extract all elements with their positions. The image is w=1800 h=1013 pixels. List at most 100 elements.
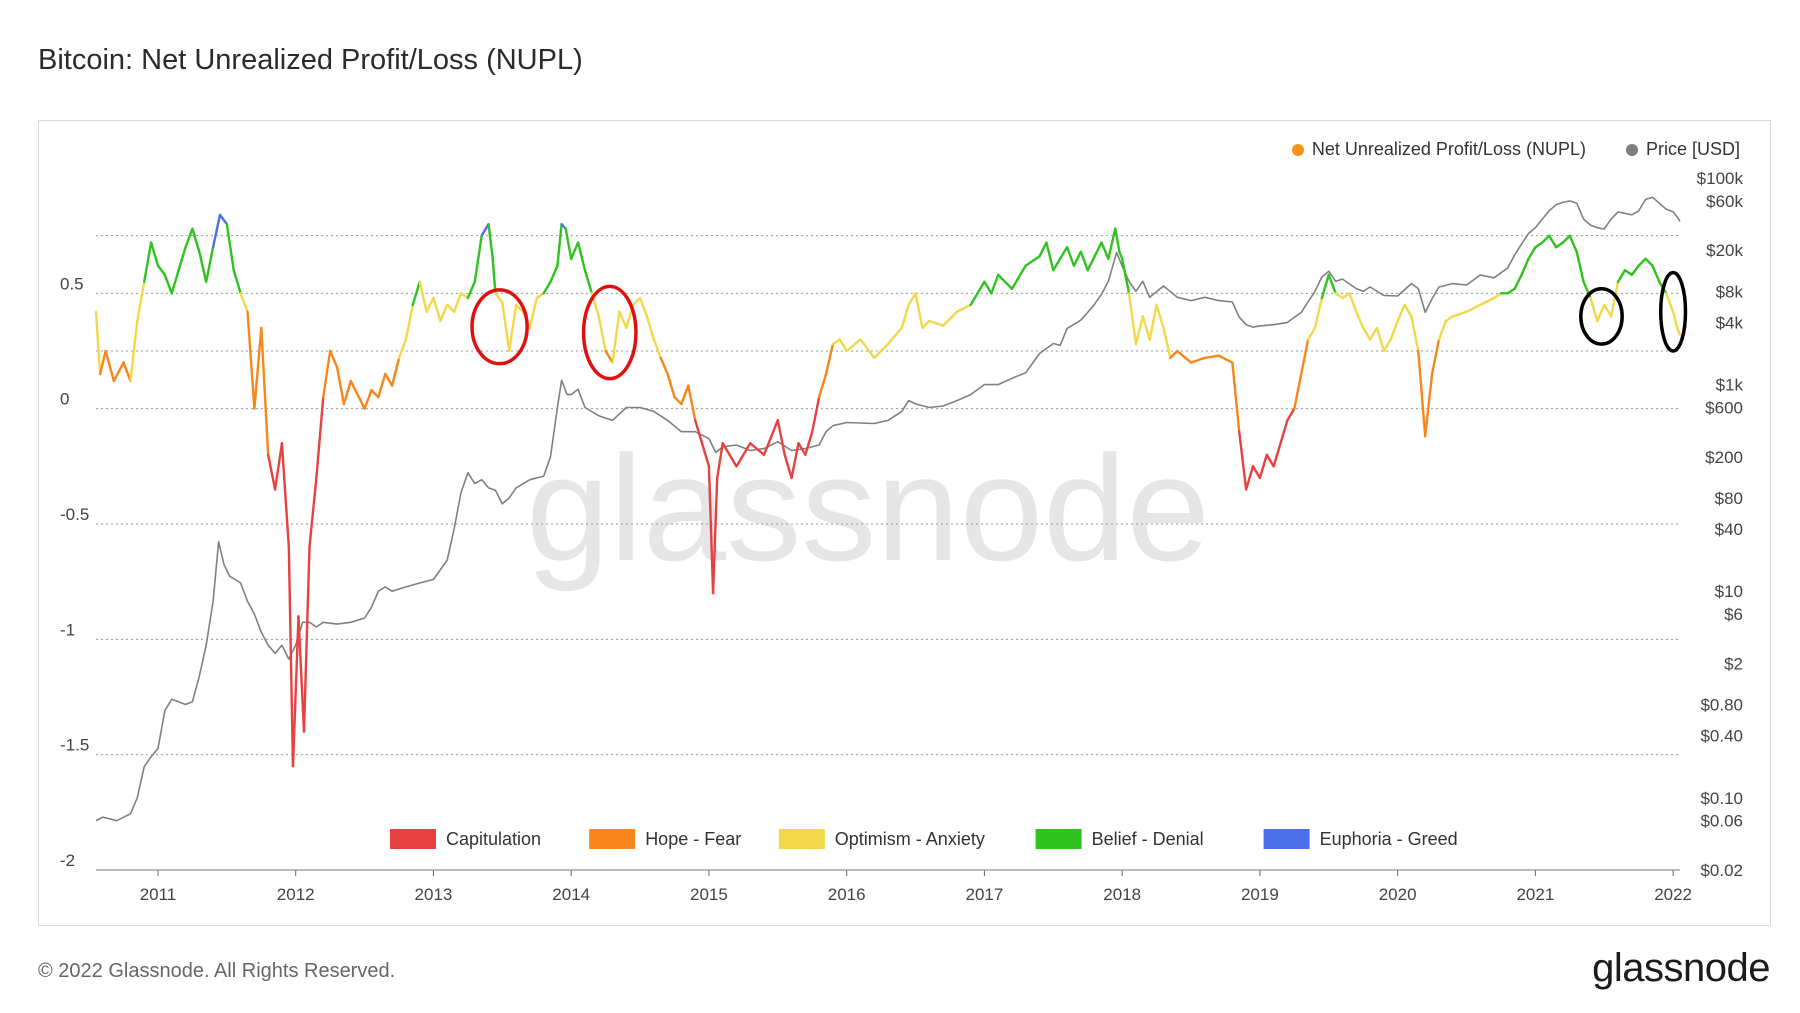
nupl-segment xyxy=(1479,296,1496,307)
zone-legend-item[interactable]: Optimism - Anxiety xyxy=(778,829,985,849)
nupl-segment xyxy=(322,349,332,399)
nupl-segment xyxy=(1244,465,1255,491)
nupl-segment xyxy=(1568,234,1578,254)
nupl-segment xyxy=(1410,315,1420,353)
x-tick-label: 2011 xyxy=(140,885,177,904)
nupl-segment xyxy=(776,419,786,456)
nupl-segment xyxy=(680,384,690,406)
nupl-segment xyxy=(914,292,924,330)
nupl-segment xyxy=(291,615,300,768)
nupl-segment xyxy=(1251,465,1262,480)
zone-legend-item[interactable]: Euphoria - Greed xyxy=(1263,829,1458,849)
nupl-segment xyxy=(859,338,876,360)
nupl-segment xyxy=(845,338,862,353)
nupl-segment xyxy=(969,280,986,307)
nupl-segment xyxy=(308,476,318,549)
nupl-segment xyxy=(838,338,848,353)
copyright: © 2022 Glassnode. All Rights Reserved. xyxy=(38,960,396,982)
nupl-segment xyxy=(384,372,394,387)
nupl-segment xyxy=(1231,361,1241,433)
nupl-segment xyxy=(1300,338,1310,376)
y-right-tick-label: $20k xyxy=(1706,241,1743,260)
x-tick-label: 2014 xyxy=(552,885,590,904)
nupl-segment xyxy=(570,241,580,260)
nupl-segment xyxy=(1676,326,1682,337)
nupl-segment xyxy=(631,296,642,307)
nupl-segment xyxy=(1589,296,1599,323)
y-left-tick-label: -1 xyxy=(60,620,75,639)
nupl-segment xyxy=(1120,257,1131,295)
nupl-segment xyxy=(459,292,470,300)
nupl-segment xyxy=(98,349,107,376)
nupl-segment xyxy=(1368,326,1379,341)
nupl-segment xyxy=(404,303,414,341)
nupl-segment xyxy=(1238,430,1248,491)
nupl-segment xyxy=(1038,241,1048,258)
nupl-segment xyxy=(1423,372,1434,438)
nupl-segment xyxy=(1609,280,1620,318)
nupl-segment xyxy=(700,442,711,468)
nupl-segment xyxy=(576,241,587,272)
nupl-segment xyxy=(452,292,463,313)
chart-panel xyxy=(38,120,1771,926)
nupl-segment xyxy=(1162,326,1172,360)
nupl-segment xyxy=(941,310,959,327)
nupl-segment xyxy=(1024,255,1041,267)
nupl-segment xyxy=(439,303,449,323)
nupl-segment xyxy=(542,280,552,295)
y-right-tick-label: $0.40 xyxy=(1700,727,1743,746)
zone-legend-item[interactable]: Belief - Denial xyxy=(1035,829,1204,849)
nupl-segment xyxy=(239,292,249,313)
nupl-segment xyxy=(1575,250,1585,283)
nupl-segment xyxy=(491,257,497,295)
y-right-tick-label: $8k xyxy=(1716,282,1744,301)
x-tick-label: 2021 xyxy=(1516,885,1554,904)
nupl-segment xyxy=(1072,250,1083,267)
y-right-tick-label: $2 xyxy=(1724,654,1743,673)
price-dot-icon xyxy=(1625,143,1638,156)
nupl-segment xyxy=(1058,245,1069,260)
nupl-segment xyxy=(1465,303,1482,313)
zone-swatch-icon xyxy=(1035,829,1082,849)
nupl-segment xyxy=(611,310,621,364)
nupl-segment xyxy=(211,213,222,249)
nupl-segment xyxy=(446,303,456,313)
zone-legend-item[interactable]: Capitulation xyxy=(390,829,541,849)
nupl-segment xyxy=(1341,292,1351,300)
nupl-segment xyxy=(707,465,715,595)
top-legend: Net Unrealized Profit/Loss (NUPL) Price … xyxy=(1291,139,1740,160)
legend-nupl[interactable]: Net Unrealized Profit/Loss (NUPL) xyxy=(1291,139,1586,160)
x-tick-label: 2022 xyxy=(1654,885,1692,904)
price-line xyxy=(95,196,1681,822)
nupl-segment xyxy=(1079,250,1089,272)
nupl-segment xyxy=(315,395,325,480)
legend-price[interactable]: Price [USD] xyxy=(1625,139,1740,160)
zone-legend-label: Belief - Denial xyxy=(1092,829,1204,849)
y-right-tick-label: $1k xyxy=(1716,376,1744,395)
nupl-segment xyxy=(191,227,201,254)
nupl-segment xyxy=(1279,419,1289,445)
nupl-segment xyxy=(1286,407,1296,422)
nupl-segment xyxy=(1114,227,1121,254)
nupl-segment xyxy=(94,310,102,376)
nupl-segment xyxy=(494,292,504,304)
nupl-segment xyxy=(873,342,890,360)
y-right-tick-label: $0.80 xyxy=(1700,696,1743,715)
nupl-segment xyxy=(363,389,373,410)
nupl-segment xyxy=(266,453,277,491)
nupl-segment xyxy=(1513,273,1523,290)
zone-legend-item[interactable]: Hope - Fear xyxy=(589,829,741,849)
nupl-segment xyxy=(1444,315,1454,323)
nupl-segment xyxy=(1010,264,1027,290)
nupl-segment xyxy=(811,395,821,433)
nupl-segment xyxy=(1361,326,1372,341)
black-annotation-ellipse xyxy=(1658,270,1688,353)
nupl-segment xyxy=(1148,303,1158,341)
nupl-segment xyxy=(1492,292,1503,300)
nupl-segment xyxy=(432,296,442,323)
y-right-tick-label: $4k xyxy=(1716,313,1744,332)
nupl-segment xyxy=(1603,303,1613,318)
legend-price-label: Price [USD] xyxy=(1645,139,1740,159)
nupl-segment xyxy=(990,273,1000,295)
